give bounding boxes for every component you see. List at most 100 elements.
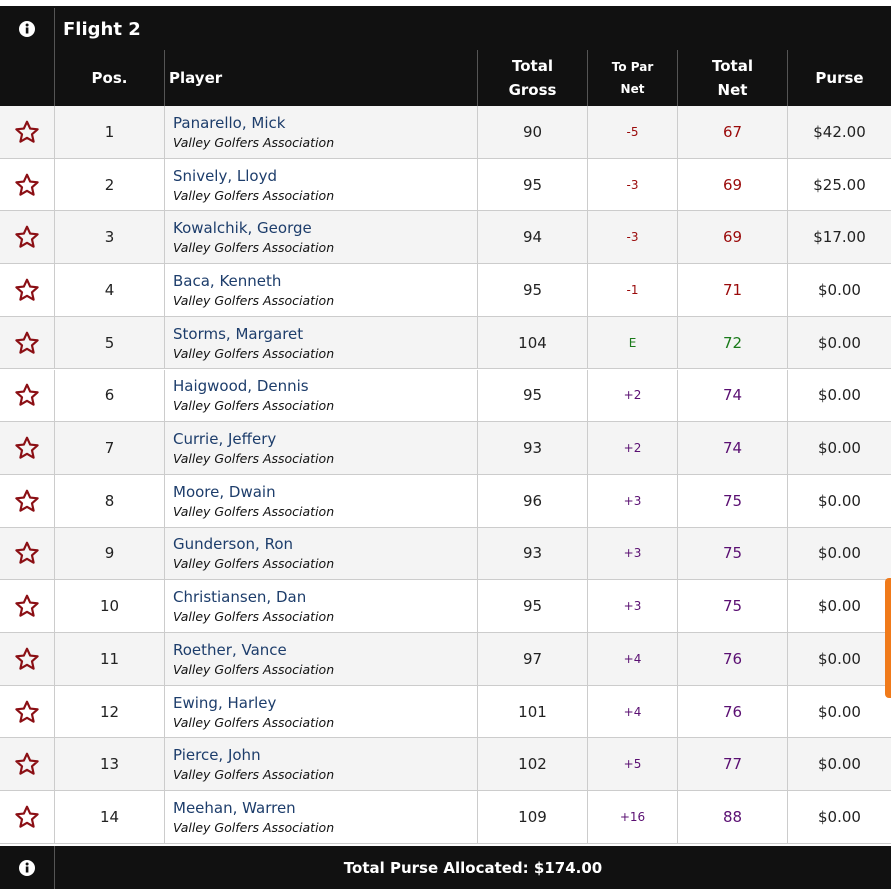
table-row: 11 Roether, Vance Valley Golfers Associati…	[0, 633, 891, 686]
total-gross: 90	[477, 106, 587, 158]
to-par-net: -5	[587, 106, 677, 158]
club-name: Valley Golfers Association	[173, 503, 335, 519]
total-gross: 104	[477, 316, 587, 369]
purse: $17.00	[787, 211, 891, 264]
info-cell	[0, 8, 54, 50]
player-name[interactable]: Baca, Kenneth	[173, 271, 282, 290]
star-icon[interactable]	[14, 488, 40, 514]
player-cell: Snively, Lloyd Valley Golfers Association	[164, 158, 477, 211]
star-icon[interactable]	[14, 593, 40, 619]
star-icon[interactable]	[14, 540, 40, 566]
total-gross: 101	[477, 685, 587, 738]
star-icon[interactable]	[14, 751, 40, 777]
position: 5	[54, 316, 164, 369]
favorite-cell	[0, 264, 54, 316]
player-name[interactable]: Haigwood, Dennis	[173, 377, 309, 396]
position: 4	[54, 264, 164, 316]
player-name[interactable]: Storms, Margaret	[173, 324, 304, 343]
info-cell	[0, 846, 54, 889]
player-cell: Storms, Margaret Valley Golfers Associati…	[164, 316, 477, 369]
header-text: Total Gross	[508, 57, 557, 99]
favorite-cell	[0, 422, 54, 474]
club-name: Valley Golfers Association	[173, 345, 335, 361]
favorite-cell	[0, 738, 54, 790]
total-net: 74	[677, 369, 787, 422]
to-par-net: +2	[587, 422, 677, 474]
star-icon[interactable]	[14, 804, 40, 830]
club-name: Valley Golfers Association	[173, 556, 335, 572]
club-name: Valley Golfers Association	[173, 398, 335, 414]
title-bar: Flight 2	[0, 8, 891, 50]
purse: $0.00	[787, 474, 891, 527]
purse: $0.00	[787, 264, 891, 316]
player-cell: Roether, Vance Valley Golfers Association	[164, 633, 477, 685]
to-par-net: -1	[587, 264, 677, 316]
player-cell: Panarello, Mick Valley Golfers Associatio…	[164, 106, 477, 158]
info-icon[interactable]	[18, 859, 36, 877]
total-gross: 93	[477, 527, 587, 580]
club-name: Valley Golfers Association	[173, 767, 335, 783]
player-cell: Christiansen, Dan Valley Golfers Associat…	[164, 580, 477, 632]
to-par-net: +4	[587, 633, 677, 685]
footer-bar: Total Purse Allocated: $174.00	[0, 846, 891, 889]
star-icon[interactable]	[14, 646, 40, 672]
star-icon[interactable]	[14, 172, 40, 198]
club-name: Valley Golfers Association	[173, 292, 335, 308]
total-gross: 93	[477, 422, 587, 474]
side-tab[interactable]	[885, 578, 891, 698]
club-name: Valley Golfers Association	[173, 240, 335, 256]
purse: $0.00	[787, 316, 891, 369]
star-icon[interactable]	[14, 330, 40, 356]
total-gross: 95	[477, 158, 587, 211]
info-icon[interactable]	[18, 20, 36, 38]
total-net: 76	[677, 685, 787, 738]
purse: $42.00	[787, 106, 891, 158]
purse: $0.00	[787, 791, 891, 843]
player-name[interactable]: Kowalchik, George	[173, 219, 312, 238]
player-cell: Meehan, Warren Valley Golfers Association	[164, 791, 477, 843]
club-name: Valley Golfers Association	[173, 819, 335, 835]
table-row: 6 Haigwood, Dennis Valley Golfers Associat…	[0, 369, 891, 423]
player-name[interactable]: Gunderson, Ron	[173, 535, 294, 554]
star-icon[interactable]	[14, 435, 40, 461]
header-cell: To Par Net	[587, 50, 677, 106]
player-name[interactable]: Currie, Jeffery	[173, 430, 277, 449]
total-gross: 95	[477, 369, 587, 422]
star-icon[interactable]	[14, 277, 40, 303]
purse: $0.00	[787, 738, 891, 791]
club-name: Valley Golfers Association	[173, 451, 335, 467]
total-net: 67	[677, 106, 787, 158]
position: 8	[54, 474, 164, 527]
position: 11	[54, 633, 164, 685]
player-name[interactable]: Moore, Dwain	[173, 482, 276, 501]
header-text: To Par Net	[611, 60, 654, 96]
purse: $0.00	[787, 422, 891, 474]
favorite-cell	[0, 633, 54, 685]
star-icon[interactable]	[14, 224, 40, 250]
favorite-cell	[0, 528, 54, 580]
table-row: 12 Ewing, Harley Valley Golfers Associatio…	[0, 685, 891, 739]
purse: $0.00	[787, 633, 891, 685]
favorite-cell	[0, 106, 54, 158]
player-name[interactable]: Pierce, John	[173, 746, 261, 765]
to-par-net: +16	[587, 791, 677, 843]
player-name[interactable]: Christiansen, Dan	[173, 588, 307, 607]
player-name[interactable]: Snively, Lloyd	[173, 166, 277, 185]
purse: $0.00	[787, 527, 891, 580]
total-net: 71	[677, 264, 787, 316]
star-icon[interactable]	[14, 119, 40, 145]
player-name[interactable]: Meehan, Warren	[173, 798, 296, 817]
purse: $0.00	[787, 580, 891, 632]
club-name: Valley Golfers Association	[173, 187, 335, 203]
purse: $0.00	[787, 685, 891, 738]
footer-total: Total Purse Allocated: $174.00	[54, 846, 891, 889]
player-name[interactable]: Ewing, Harley	[173, 693, 277, 712]
favorite-cell	[0, 370, 54, 422]
table-row: 10 Christiansen, Dan Valley Golfers Associ…	[0, 580, 891, 633]
player-name[interactable]: Panarello, Mick	[173, 113, 286, 132]
player-name[interactable]: Roether, Vance	[173, 640, 287, 659]
header-cell: Total Gross	[477, 50, 587, 106]
star-icon[interactable]	[14, 699, 40, 725]
star-icon[interactable]	[14, 382, 40, 408]
